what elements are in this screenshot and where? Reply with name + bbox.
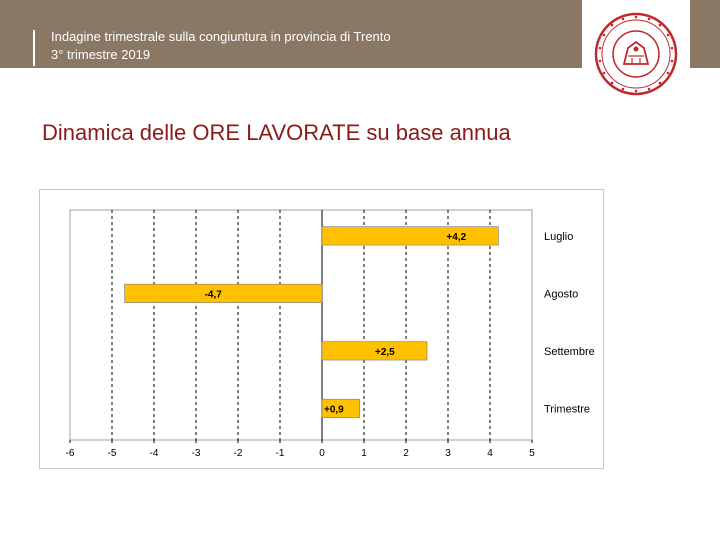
bar-chart: -6 -5 -4 -3 -2 -1 0 1 2 3 4 5 +4,2 Luglio -4,7 Agosto +2… bbox=[66, 209, 595, 459]
page-title: Dinamica delle ORE LAVORATE su base annu… bbox=[42, 120, 511, 145]
x-tick-label: -3 bbox=[192, 448, 201, 459]
x-tick-label: 3 bbox=[445, 448, 451, 459]
bar-agosto bbox=[124, 283, 323, 303]
category-label: Luglio bbox=[544, 231, 573, 243]
bar-luglio bbox=[321, 226, 499, 246]
x-tick-label: -2 bbox=[234, 448, 243, 459]
category-label: Agosto bbox=[544, 288, 578, 300]
x-tick-label: -4 bbox=[150, 448, 159, 459]
chart-frame: -6 -5 -4 -3 -2 -1 0 1 2 3 4 5 +4,2 Luglio -4,7 Agosto +2… bbox=[39, 189, 604, 469]
header-survey-title: Indagine trimestrale sulla congiuntura i… bbox=[51, 29, 391, 44]
bar-trimestre bbox=[321, 398, 361, 418]
x-tick-label: -5 bbox=[108, 448, 117, 459]
x-tick-label: -6 bbox=[66, 448, 75, 459]
x-tick-label: 2 bbox=[403, 448, 409, 459]
plot-area bbox=[69, 209, 533, 441]
x-tick-label: 5 bbox=[529, 448, 535, 459]
header-divider bbox=[33, 30, 35, 66]
data-label: +2,5 bbox=[375, 347, 395, 358]
header-period: 3° trimestre 2019 bbox=[51, 47, 151, 62]
x-tick-label: 1 bbox=[361, 448, 367, 459]
category-label: Settembre bbox=[544, 346, 595, 358]
data-label: +0,9 bbox=[324, 404, 344, 415]
data-label: +4,2 bbox=[446, 232, 466, 243]
logo-panel bbox=[582, 0, 690, 108]
x-tick-label: -1 bbox=[276, 448, 285, 459]
x-tick-label: 4 bbox=[487, 448, 493, 459]
category-label: Trimestre bbox=[544, 403, 590, 415]
seal-icon bbox=[594, 12, 678, 96]
x-tick-label: 0 bbox=[319, 448, 325, 459]
data-label: -4,7 bbox=[205, 289, 223, 300]
bar-settembre bbox=[321, 341, 428, 361]
